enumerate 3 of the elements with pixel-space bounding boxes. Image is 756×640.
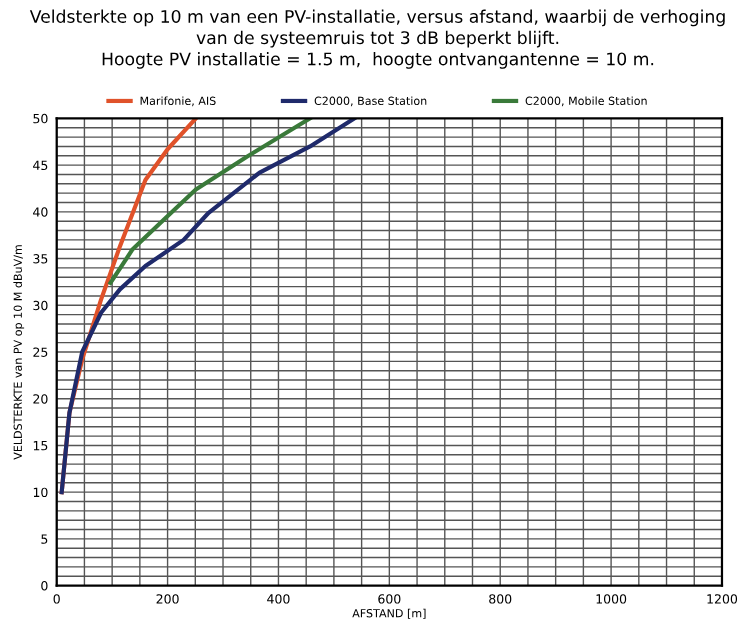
line-series — [59, 118, 357, 495]
chart-title: Veldsterkte op 10 m van een PV-installatie, versus afstand, waarbij de verhoging van de systeemruis tot 3 dB beperkt blijft. Hoogte PV installatie = 1.5 m, hoogte ontvangantenne = 10 m. — [29, 9, 725, 69]
line-series — [108, 118, 313, 285]
